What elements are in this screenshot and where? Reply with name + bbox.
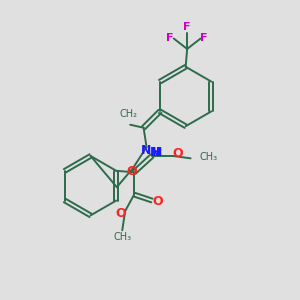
Text: O: O [172, 147, 182, 160]
Text: F: F [167, 33, 174, 43]
Text: F: F [200, 33, 208, 43]
Text: F: F [183, 22, 191, 32]
Text: CH₃: CH₃ [113, 232, 131, 242]
Text: N: N [150, 146, 161, 159]
Text: CH₂: CH₂ [120, 110, 138, 119]
Text: O: O [153, 195, 163, 208]
Text: O: O [116, 207, 126, 220]
Text: CH₃: CH₃ [200, 152, 217, 162]
Text: N: N [141, 144, 151, 157]
Text: H: H [152, 146, 162, 159]
Text: O: O [126, 165, 137, 178]
